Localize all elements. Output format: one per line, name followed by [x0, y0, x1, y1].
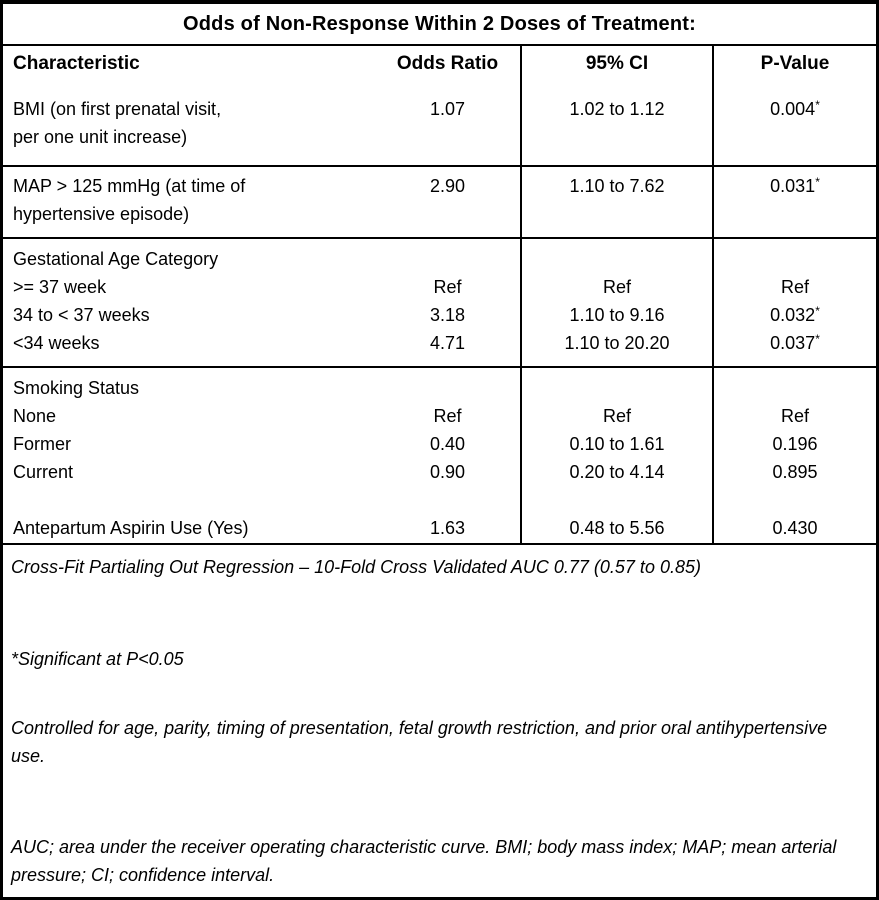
- table-cell-line: Ref: [433, 277, 462, 297]
- table-cell-line: Ref: [433, 406, 462, 426]
- table-cell-line: 0.20 to 4.14: [569, 462, 665, 482]
- table-cell-line: >= 37 week: [13, 277, 107, 297]
- table-cell-line: 0.895: [772, 462, 818, 482]
- cell-lines: 1.07: [375, 95, 520, 123]
- ci-cell: 95% CI 1.02 to 1.12: [522, 46, 714, 165]
- row-group-map: MAP > 125 mmHg (at time of hypertensive e…: [3, 167, 876, 239]
- characteristic-cell: MAP > 125 mmHg (at time of hypertensive e…: [3, 167, 375, 237]
- table-cell-line: 3.18: [429, 305, 466, 325]
- table-cell-line: 0.48 to 5.56: [569, 518, 665, 538]
- table-cell-line: 4.71: [429, 333, 466, 353]
- p-value-cell: Ref 0.032* 0.037*: [714, 239, 876, 366]
- significance-asterisk: *: [815, 304, 820, 318]
- table-cell-line: None: [13, 406, 57, 426]
- table-cell-line: MAP > 125 mmHg (at time of: [13, 176, 246, 196]
- cell-lines: BMI (on first prenatal visit, per one uni…: [13, 95, 375, 151]
- ci-cell: Ref 1.10 to 9.16 1.10 to 20.20: [522, 239, 714, 366]
- table-cell-line: BMI (on first prenatal visit,: [13, 99, 222, 119]
- table-cell-line: [714, 486, 876, 514]
- table-cell-line: per one unit increase): [13, 127, 188, 147]
- table-cell-line: [714, 245, 876, 273]
- table-cell-line: [522, 245, 712, 273]
- table-cell-line: hypertensive episode): [13, 204, 190, 224]
- table-cell-line: 1.10 to 7.62: [569, 176, 665, 196]
- table-cell-line: 2.90: [429, 176, 466, 196]
- p-value-cell: P-Value 0.004*: [714, 46, 876, 165]
- table-cell-line: 0.40: [429, 434, 466, 454]
- table-cell-line: 1.10 to 9.16: [569, 305, 665, 325]
- table-cell-line: Former: [13, 434, 71, 454]
- table-cell-line: 0.430: [772, 518, 818, 538]
- characteristic-cell: Gestational Age Category >= 37 week 34 to …: [3, 239, 375, 366]
- note-regression-auc: Cross-Fit Partialing Out Regression – 10…: [11, 557, 701, 577]
- p-value-cell: Ref 0.196 0.895 0.430: [714, 368, 876, 543]
- table-cell-line: 1.02 to 1.12: [569, 99, 665, 119]
- characteristic-cell: Characteristic BMI (on first prenatal vi…: [3, 46, 375, 165]
- table-cell-line: 0.004*: [770, 98, 820, 119]
- significance-asterisk: *: [815, 98, 820, 112]
- table-cell-line: 1.07: [429, 99, 466, 119]
- table-cell-line: [375, 486, 520, 514]
- table-cell-line: Smoking Status: [13, 378, 140, 398]
- column-header-characteristic: Characteristic: [13, 53, 140, 74]
- table-cell-line: [522, 374, 712, 402]
- table-cell-line: Ref: [602, 406, 631, 426]
- table-cell-line: 0.196: [772, 434, 818, 454]
- table-cell-line: 0.037*: [770, 332, 820, 353]
- table-cell-line: 0.032*: [770, 304, 820, 325]
- table-cell-line: Gestational Age Category: [13, 249, 219, 269]
- table-cell-line: 1.63: [429, 518, 466, 538]
- table-cell-line: [375, 245, 520, 273]
- cell-lines: 1.02 to 1.12: [522, 95, 712, 123]
- table-cell-line: Ref: [780, 277, 809, 297]
- odds-ratio-cell: 2.90: [375, 167, 522, 237]
- note-abbreviations: AUC; area under the receiver operating c…: [11, 837, 837, 885]
- table-cell-line: [714, 374, 876, 402]
- table-cell-line: Ref: [602, 277, 631, 297]
- significance-asterisk: *: [815, 175, 820, 189]
- odds-ratio-cell: Odds Ratio 1.07: [375, 46, 522, 165]
- table-cell-line: <34 weeks: [13, 333, 100, 353]
- note-significance: *Significant at P<0.05: [11, 649, 184, 669]
- significance-asterisk: *: [815, 332, 820, 346]
- table-title: Odds of Non-Response Within 2 Doses of T…: [3, 4, 876, 46]
- table-cell-line: Antepartum Aspirin Use (Yes): [13, 518, 249, 538]
- ci-cell: 1.10 to 7.62: [522, 167, 714, 237]
- table-cell-line: Ref: [780, 406, 809, 426]
- row-group-header-and-bmi: Characteristic BMI (on first prenatal vi…: [3, 46, 876, 167]
- table-cell-line: Current: [13, 462, 74, 482]
- row-group-smoking-aspirin: Smoking Status None Former Current Antepart…: [3, 368, 876, 545]
- table-cell-line: [13, 486, 375, 514]
- cell-lines: 0.004*: [714, 95, 876, 123]
- column-header-p-value: P-Value: [760, 53, 830, 74]
- table-cell-line: [522, 486, 712, 514]
- table-cell-line: 0.90: [429, 462, 466, 482]
- table-cell-line: [375, 374, 520, 402]
- table-cell-line: 0.10 to 1.61: [569, 434, 665, 454]
- p-value-cell: 0.031*: [714, 167, 876, 237]
- table-cell-line: 1.10 to 20.20: [564, 333, 670, 353]
- column-header-ci: 95% CI: [585, 53, 649, 74]
- table-cell-line: 0.031*: [770, 175, 820, 196]
- column-header-odds-ratio: Odds Ratio: [396, 53, 499, 74]
- footnotes: Cross-Fit Partialing Out Regression – 10…: [3, 553, 876, 897]
- note-controlled-covariates: Controlled for age, parity, timing of pr…: [11, 718, 828, 766]
- odds-ratio-cell: Ref 0.40 0.90 1.63: [375, 368, 522, 543]
- row-group-gestational-age: Gestational Age Category >= 37 week 34 to …: [3, 239, 876, 368]
- odds-ratio-cell: Ref 3.18 4.71: [375, 239, 522, 366]
- ci-cell: Ref 0.10 to 1.61 0.20 to 4.14 0.48 to 5.56: [522, 368, 714, 543]
- characteristic-cell: Smoking Status None Former Current Antepart…: [3, 368, 375, 543]
- table-cell-line: 34 to < 37 weeks: [13, 305, 150, 325]
